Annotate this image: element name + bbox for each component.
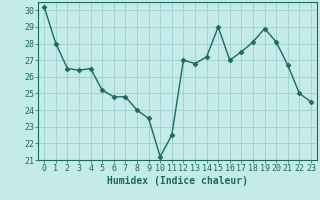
- X-axis label: Humidex (Indice chaleur): Humidex (Indice chaleur): [107, 176, 248, 186]
